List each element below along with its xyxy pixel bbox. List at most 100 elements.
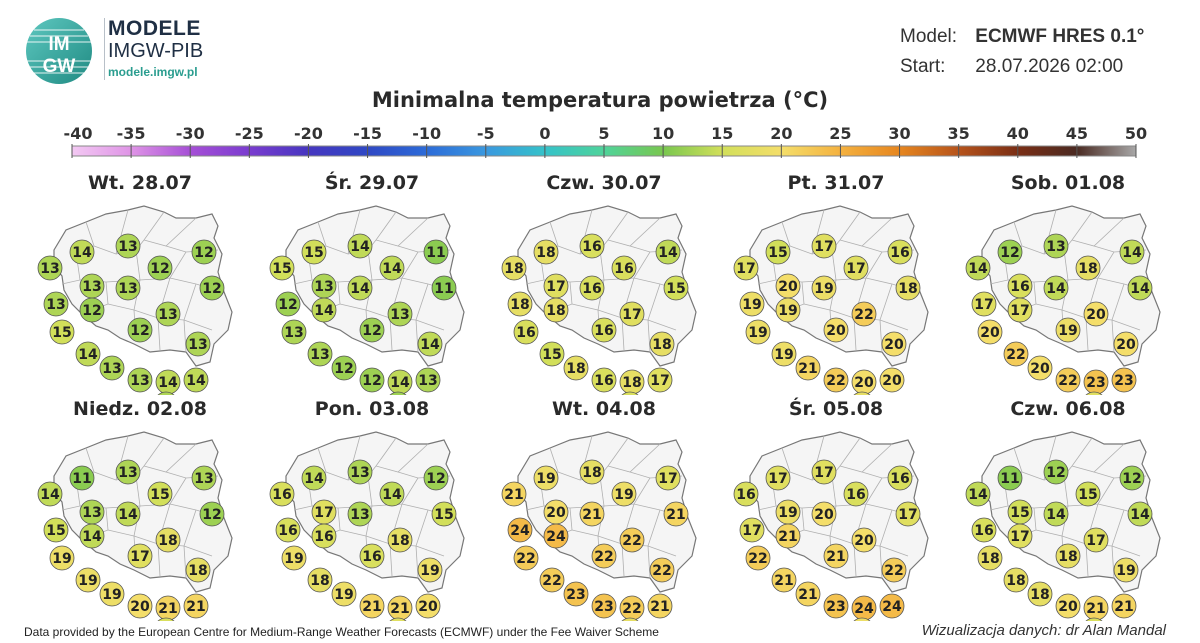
model-value: ECMWF HRES 0.1°: [975, 26, 1145, 47]
station-marker: [619, 527, 645, 553]
station-marker: [115, 459, 141, 485]
panel-date: Niedz. 02.08: [73, 398, 207, 420]
station-marker: [147, 255, 173, 281]
station-temp-label: 18: [566, 361, 585, 377]
station-temp-label: 13: [82, 505, 101, 521]
region-border: [367, 475, 373, 507]
station-marker: [745, 545, 771, 571]
station-marker: [1113, 557, 1139, 583]
station-marker: [1003, 567, 1029, 593]
station-marker: [281, 319, 307, 345]
station-marker: [423, 239, 449, 265]
station-temp-label: 11: [426, 245, 445, 261]
station-marker: [881, 557, 907, 583]
station-marker: [971, 291, 997, 317]
station-temp-label: 12: [130, 323, 149, 339]
station-temp-label: 13: [350, 507, 369, 523]
scale-tick-label: -15: [353, 124, 382, 143]
station-temp-label: 21: [798, 587, 817, 603]
station-marker: [997, 465, 1023, 491]
station-temp-label: 21: [186, 599, 205, 615]
region-border: [415, 319, 445, 331]
author-credit: Wizualizacja danych: dr Alan Mandal: [921, 622, 1166, 639]
station-marker: [1085, 391, 1103, 395]
station-marker: [977, 545, 1003, 571]
station-marker: [881, 331, 907, 357]
station-temp-label: 14: [968, 261, 988, 277]
station-temp-label: 13: [158, 307, 177, 323]
station-temp-label: 14: [82, 529, 102, 545]
station-temp-label: 12: [426, 471, 445, 487]
station-marker: [1085, 617, 1103, 621]
station-marker: [591, 317, 617, 343]
station-temp-label: 23: [1114, 373, 1133, 389]
station-temp-label: 17: [650, 373, 669, 389]
station-marker: [1113, 331, 1139, 357]
panel-date: Wt. 28.07: [88, 172, 192, 194]
station-temp-label: 14: [314, 303, 334, 319]
station-marker: [331, 355, 357, 381]
station-marker: [359, 543, 385, 569]
station-marker: [359, 593, 385, 619]
station-temp-label: 20: [884, 337, 904, 353]
region-border: [135, 249, 141, 281]
station-marker: [647, 593, 673, 619]
station-marker: [99, 581, 125, 607]
station-marker: [1075, 481, 1101, 507]
station-temp-label: 17: [742, 523, 761, 539]
station-temp-label: 16: [362, 549, 381, 565]
station-marker: [739, 517, 765, 543]
station-marker: [591, 593, 617, 619]
station-temp-label: 24: [510, 523, 530, 539]
station-temp-label: 16: [594, 323, 613, 339]
station-marker: [99, 355, 125, 381]
station-temp-label: 14: [390, 375, 410, 391]
station-marker: [387, 301, 413, 327]
station-temp-label: 18: [1030, 587, 1049, 603]
scale-tick-label: -5: [477, 124, 495, 143]
station-temp-label: 16: [582, 239, 601, 255]
station-temp-label: 12: [82, 303, 101, 319]
brand-divider: [104, 18, 105, 80]
station-marker: [649, 557, 675, 583]
station-temp-label: 12: [202, 281, 221, 297]
scale-tick-label: 30: [888, 124, 910, 143]
station-marker: [387, 527, 413, 553]
scale-tick-label: 15: [711, 124, 733, 143]
station-marker: [501, 481, 527, 507]
station-marker: [621, 391, 639, 395]
scale-tick-label: -10: [412, 124, 441, 143]
station-temp-label: 17: [546, 279, 565, 295]
station-temp-label: 16: [278, 523, 297, 539]
station-temp-label: 12: [150, 261, 169, 277]
station-marker: [579, 459, 605, 485]
station-marker: [1043, 275, 1069, 301]
station-temp-label: 19: [1058, 323, 1077, 339]
station-temp-label: 22: [542, 573, 561, 589]
station-marker: [745, 319, 771, 345]
brand-url[interactable]: modele.imgw.pl: [108, 65, 198, 79]
station-temp-label: 18: [622, 375, 641, 391]
station-marker: [389, 617, 407, 621]
color-scale: -40 -35 -30 -25 -20 -15 -10 -5 0 5 10 15 20 25 30 35 40 4…: [64, 124, 1147, 158]
panel-date: Czw. 30.07: [546, 172, 662, 194]
station-temp-label: 18: [504, 261, 523, 277]
station-temp-label: 19: [814, 281, 833, 297]
station-temp-label: 13: [418, 373, 437, 389]
station-temp-label: 14: [968, 487, 988, 503]
station-marker: [359, 317, 385, 343]
station-marker: [977, 319, 1003, 345]
station-temp-label: 22: [622, 601, 641, 617]
station-temp-label: 17: [974, 297, 993, 313]
station-temp-label: 20: [826, 323, 846, 339]
station-temp-label: 23: [1086, 375, 1105, 391]
station-marker: [539, 567, 565, 593]
station-temp-label: 18: [1006, 573, 1025, 589]
station-marker: [127, 543, 153, 569]
station-temp-label: 24: [546, 529, 566, 545]
station-marker: [191, 465, 217, 491]
station-marker: [281, 545, 307, 571]
scale-tick-label: 20: [770, 124, 792, 143]
station-temp-label: 12: [362, 373, 381, 389]
station-temp-label: 21: [1114, 599, 1133, 615]
